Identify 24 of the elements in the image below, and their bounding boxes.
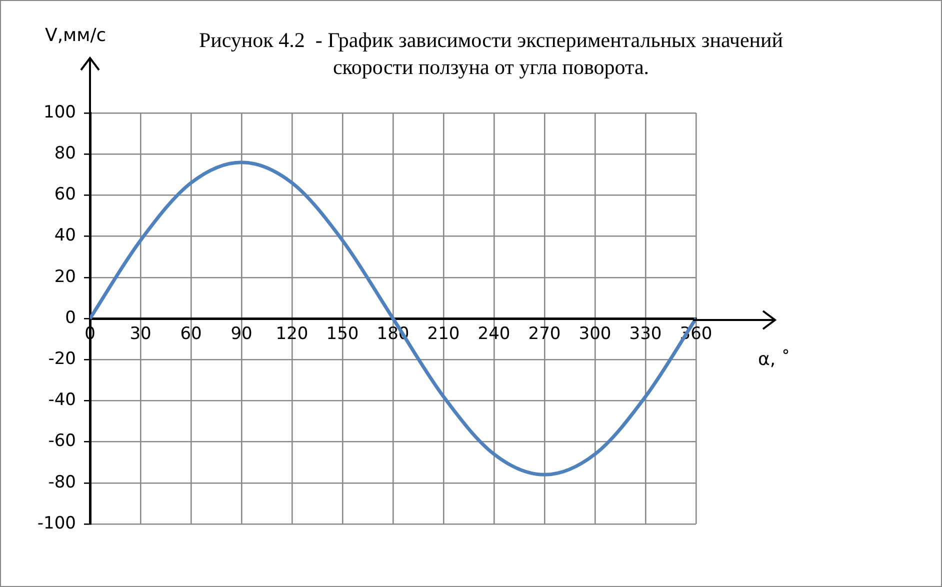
y-tick-label: -80 (48, 472, 76, 492)
x-tick-label: 210 (427, 324, 460, 344)
x-tick-label: 60 (180, 324, 202, 344)
chart-title: Рисунок 4.2 - График зависимости экспериментальных значений скорости ползуна от угла поворота. (198, 27, 784, 81)
x-tick-label: 270 (528, 324, 561, 344)
y-tick-label: 0 (65, 308, 76, 328)
x-tick-label: 90 (230, 324, 252, 344)
y-tick-label: -60 (48, 431, 76, 452)
y-tick-label: 40 (54, 226, 76, 246)
x-tick-label: 30 (130, 324, 152, 344)
y-axis-title: V,мм/с (45, 25, 106, 46)
y-tick-label: 100 (44, 102, 76, 122)
x-tick-label: 300 (578, 324, 612, 344)
y-tick-label: 60 (54, 184, 76, 205)
x-axis-title: α, ˚ (758, 349, 790, 370)
x-tick-label: 150 (326, 324, 359, 344)
x-tick-label: 330 (629, 324, 662, 344)
y-tick-label: 20 (54, 266, 76, 287)
x-tick-label: 240 (478, 324, 510, 344)
y-tick-label: -100 (37, 513, 76, 534)
y-tick-label: -20 (48, 349, 76, 370)
y-tick-label: 80 (54, 144, 76, 164)
y-tick-label: -40 (48, 390, 76, 410)
x-tick-label: 120 (276, 324, 308, 344)
